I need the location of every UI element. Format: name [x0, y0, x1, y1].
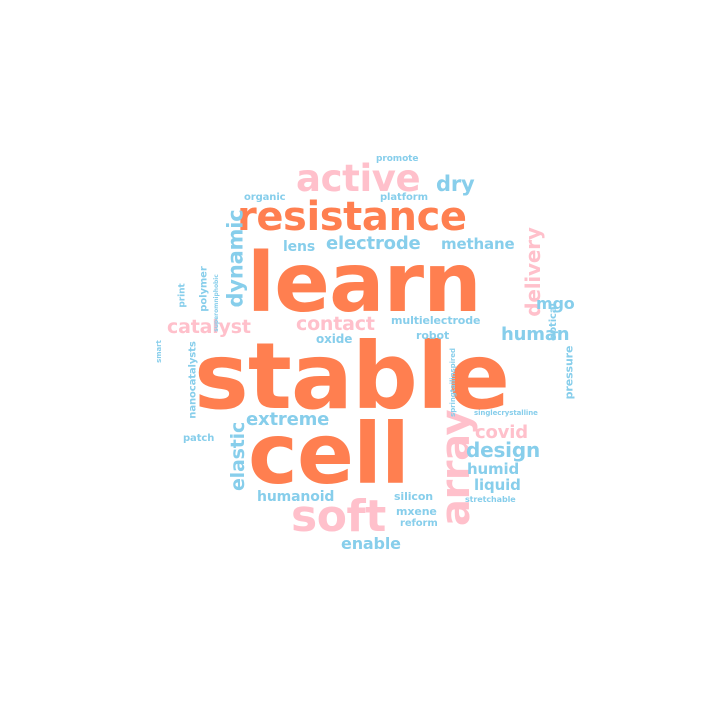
- word-contact: contact: [296, 313, 375, 335]
- word-robot: robot: [416, 329, 450, 342]
- word-singlecrystalline: singlecrystalline: [474, 409, 538, 417]
- word-superomniphobic: superomniphobic: [212, 274, 220, 332]
- word-stretchable: stretchable: [465, 495, 516, 504]
- word-promote: promote: [376, 154, 419, 164]
- word-dry: dry: [436, 172, 475, 196]
- word-cell: cell: [248, 405, 410, 503]
- word-dynamic: dynamic: [223, 209, 248, 308]
- word-methane: methane: [441, 235, 515, 253]
- word-liquid: liquid: [474, 476, 521, 494]
- word-print: print: [177, 283, 188, 308]
- word-multielectrode: multielectrode: [391, 314, 481, 327]
- word-springtailinspired: springtailinspired: [448, 348, 457, 417]
- word-catalyst: catalyst: [167, 316, 251, 338]
- word-lens: lens: [283, 239, 316, 255]
- word-humid: humid: [467, 460, 520, 478]
- word-nanocatalysts: nanocatalysts: [187, 341, 199, 419]
- word-soft: soft: [291, 491, 386, 542]
- word-organic: organic: [244, 192, 286, 203]
- word-smart: smart: [154, 340, 163, 363]
- word-extreme: extreme: [246, 409, 330, 430]
- word-humanoid: humanoid: [257, 489, 335, 505]
- word-elastic: elastic: [227, 421, 250, 492]
- word-stable: stable: [194, 323, 510, 430]
- word-polymer: polymer: [198, 266, 210, 312]
- word-learn: learn: [247, 236, 482, 331]
- word-mgo: mgo: [536, 294, 575, 313]
- word-active: active: [296, 157, 421, 200]
- word-mxene: mxene: [396, 505, 437, 518]
- word-electrode: electrode: [326, 233, 421, 254]
- word-enable: enable: [341, 534, 401, 553]
- word-covid: covid: [475, 422, 528, 443]
- word-pressure: pressure: [562, 345, 576, 400]
- word-silicon: silicon: [394, 490, 433, 503]
- word-reform: reform: [400, 518, 438, 529]
- word-optical: optical: [547, 303, 559, 341]
- word-platform: platform: [380, 192, 428, 203]
- word-design: design: [466, 438, 540, 462]
- word-patch: patch: [183, 433, 215, 444]
- word-oxide: oxide: [316, 332, 353, 346]
- word-resistance: resistance: [237, 194, 467, 240]
- word-human: human: [501, 324, 570, 345]
